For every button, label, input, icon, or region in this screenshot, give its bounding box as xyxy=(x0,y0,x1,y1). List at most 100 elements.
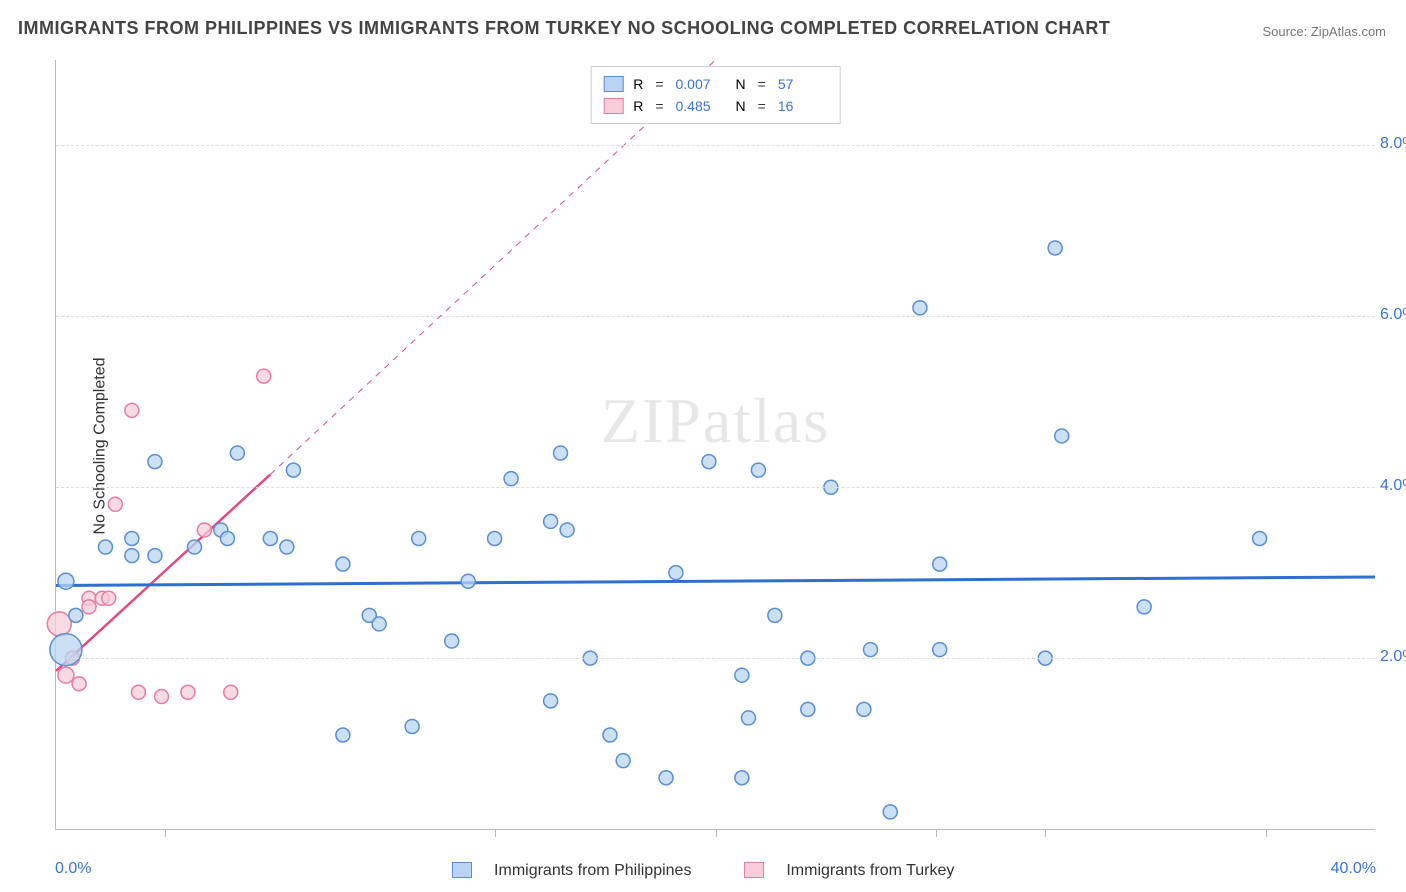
swatch-turkey-icon xyxy=(744,862,764,878)
source-credit: Source: ZipAtlas.com xyxy=(1262,24,1386,39)
data-point xyxy=(933,643,947,657)
y-tick-label: 4.0% xyxy=(1380,477,1406,495)
equals-sign: = xyxy=(655,73,663,95)
stats-legend: R = 0.007 N = 57 R = 0.485 N = 16 xyxy=(590,66,841,124)
data-point xyxy=(669,566,683,580)
data-point xyxy=(102,591,116,605)
data-point xyxy=(50,634,82,666)
data-point xyxy=(659,771,673,785)
data-point xyxy=(148,549,162,563)
stat-r-value: 0.485 xyxy=(676,95,726,117)
chart-svg xyxy=(56,60,1375,829)
equals-sign: = xyxy=(758,95,766,117)
y-tick-label: 6.0% xyxy=(1380,306,1406,324)
data-point xyxy=(72,677,86,691)
x-tick xyxy=(165,829,166,837)
data-point xyxy=(735,771,749,785)
data-point xyxy=(405,719,419,733)
data-point xyxy=(125,403,139,417)
data-point xyxy=(69,608,83,622)
stat-r-value: 0.007 xyxy=(676,73,726,95)
data-point xyxy=(445,634,459,648)
chart-container: IMMIGRANTS FROM PHILIPPINES VS IMMIGRANT… xyxy=(0,0,1406,892)
legend-label: Immigrants from Turkey xyxy=(786,862,954,879)
data-point xyxy=(230,446,244,460)
data-point xyxy=(131,685,145,699)
data-point xyxy=(702,455,716,469)
data-point xyxy=(286,463,300,477)
data-point xyxy=(336,557,350,571)
data-point xyxy=(544,694,558,708)
data-point xyxy=(1137,600,1151,614)
equals-sign: = xyxy=(758,73,766,95)
equals-sign: = xyxy=(655,95,663,117)
plot-area: ZIPatlas R = 0.007 N = 57 R = 0.485 N = … xyxy=(55,60,1375,830)
data-point xyxy=(544,514,558,528)
x-tick xyxy=(495,829,496,837)
data-point xyxy=(1253,531,1267,545)
data-point xyxy=(224,685,238,699)
data-point xyxy=(801,702,815,716)
data-point xyxy=(735,668,749,682)
data-point xyxy=(863,643,877,657)
y-tick-label: 8.0% xyxy=(1380,135,1406,153)
data-point xyxy=(372,617,386,631)
data-point xyxy=(1055,429,1069,443)
data-point xyxy=(220,531,234,545)
gridline xyxy=(56,487,1375,488)
gridline xyxy=(56,316,1375,317)
x-tick xyxy=(936,829,937,837)
data-point xyxy=(108,497,122,511)
data-point xyxy=(883,805,897,819)
data-point xyxy=(58,573,74,589)
legend-item-turkey: Immigrants from Turkey xyxy=(732,862,966,879)
legend-item-philippines: Immigrants from Philippines xyxy=(440,862,708,879)
data-point xyxy=(741,711,755,725)
data-point xyxy=(257,369,271,383)
data-point xyxy=(751,463,765,477)
data-point xyxy=(554,446,568,460)
data-point xyxy=(504,472,518,486)
stat-n-value: 16 xyxy=(778,95,828,117)
swatch-philippines-icon xyxy=(452,862,472,878)
stats-row-philippines: R = 0.007 N = 57 xyxy=(603,73,828,95)
stat-label-r: R xyxy=(633,73,643,95)
x-tick xyxy=(1266,829,1267,837)
data-point xyxy=(197,523,211,537)
gridline xyxy=(56,145,1375,146)
series-legend: Immigrants from Philippines Immigrants f… xyxy=(0,862,1406,880)
data-point xyxy=(148,455,162,469)
data-point xyxy=(187,540,201,554)
data-point xyxy=(913,301,927,315)
data-point xyxy=(1048,241,1062,255)
stat-label-n: N xyxy=(736,73,746,95)
data-point xyxy=(616,754,630,768)
data-point xyxy=(155,690,169,704)
stats-row-turkey: R = 0.485 N = 16 xyxy=(603,95,828,117)
data-point xyxy=(280,540,294,554)
stat-label-r: R xyxy=(633,95,643,117)
stat-label-n: N xyxy=(736,95,746,117)
data-point xyxy=(58,667,74,683)
swatch-turkey-icon xyxy=(603,98,623,114)
swatch-philippines-icon xyxy=(603,76,623,92)
data-point xyxy=(461,574,475,588)
y-tick-label: 2.0% xyxy=(1380,648,1406,666)
data-point xyxy=(768,608,782,622)
data-point xyxy=(181,685,195,699)
data-point xyxy=(412,531,426,545)
x-tick xyxy=(716,829,717,837)
data-point xyxy=(82,600,96,614)
data-point xyxy=(336,728,350,742)
x-tick xyxy=(1045,829,1046,837)
data-point xyxy=(125,549,139,563)
stat-n-value: 57 xyxy=(778,73,828,95)
data-point xyxy=(125,531,139,545)
data-point xyxy=(263,531,277,545)
data-point xyxy=(933,557,947,571)
data-point xyxy=(560,523,574,537)
data-point xyxy=(857,702,871,716)
data-point xyxy=(98,540,112,554)
chart-title: IMMIGRANTS FROM PHILIPPINES VS IMMIGRANT… xyxy=(18,18,1110,39)
gridline xyxy=(56,658,1375,659)
